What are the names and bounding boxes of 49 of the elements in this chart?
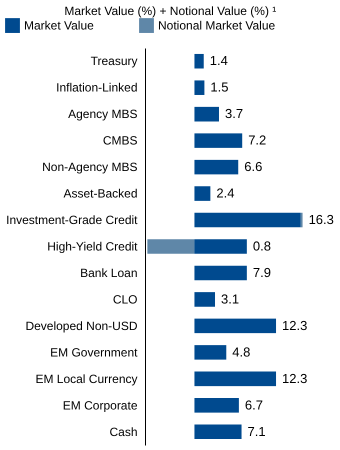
bar: [194, 292, 216, 307]
y-tick-label: Inflation-Linked: [56, 80, 138, 95]
data-label: 2.4: [216, 186, 234, 201]
bar: [194, 186, 210, 201]
bar: [194, 133, 242, 148]
total-label: 16.3: [308, 212, 334, 228]
y-tick-label: Bank Loan: [80, 266, 138, 280]
bar: [194, 372, 276, 386]
data-label: 7.1: [248, 424, 266, 439]
y-tick-label: Non-Agency MBS: [42, 160, 138, 174]
data-label: 6.7: [244, 397, 263, 412]
y-tick-label: Investment-Grade Credit: [6, 213, 138, 228]
bar: [194, 345, 226, 360]
data-label: 1.4: [210, 53, 228, 68]
chart-title: Market Value (%) + Notional Value (%) ¹: [64, 4, 276, 18]
y-tick-label: High-Yield Credit: [47, 240, 138, 254]
bar: [194, 54, 204, 69]
bar: [194, 80, 204, 95]
bar: [194, 266, 247, 280]
bar: [194, 318, 276, 334]
data-label: 6.6: [244, 159, 262, 174]
y-tick-label: Agency MBS: [68, 107, 138, 122]
y-tick-label: Asset-Backed: [63, 186, 138, 201]
y-tick-label: Treasury: [90, 54, 138, 68]
y-tick-label: CLO: [112, 292, 138, 306]
bar: [194, 106, 219, 122]
bar: [194, 424, 242, 440]
data-label: 3.1: [221, 291, 240, 306]
data-label: 1.5: [210, 80, 228, 95]
y-tick-label: EM Local Currency: [35, 372, 138, 386]
data-label: 12.3: [282, 318, 308, 333]
data-label: 3.7: [224, 106, 244, 122]
y-tick-label: EM Government: [50, 345, 138, 360]
bar: [194, 160, 238, 174]
total-label: 0.8: [252, 238, 271, 254]
data-label: 7.9: [252, 264, 271, 280]
bar: [194, 398, 239, 413]
bar: [147, 239, 194, 254]
bar: [194, 212, 301, 228]
y-tick-label: Cash: [109, 424, 138, 439]
y-tick-label: CMBS: [102, 134, 138, 148]
legend-label: Market Value: [24, 18, 94, 33]
data-label: 7.2: [248, 132, 266, 148]
data-label: 4.8: [232, 344, 250, 360]
y-tick-label: EM Corporate: [62, 398, 138, 412]
bar: [194, 239, 247, 254]
legend-label: Notional Market Value: [158, 18, 276, 33]
data-label: 12.3: [282, 370, 308, 386]
y-tick-label: Developed Non-USD: [25, 318, 138, 333]
